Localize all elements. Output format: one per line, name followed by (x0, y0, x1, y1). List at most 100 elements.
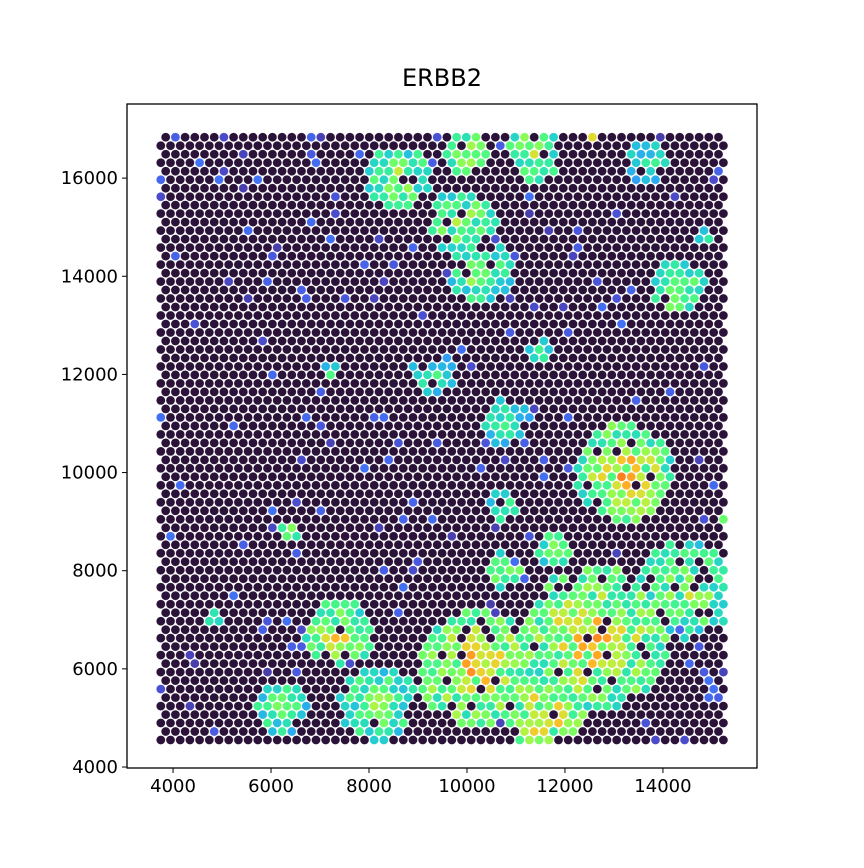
spot (422, 472, 433, 482)
spot (418, 293, 428, 304)
spot (505, 633, 515, 643)
spot (456, 650, 467, 660)
spot (592, 599, 602, 609)
spot (388, 480, 399, 490)
spot (519, 353, 530, 363)
spot (272, 276, 282, 287)
spot (427, 141, 438, 151)
spot (267, 302, 278, 312)
spot (500, 285, 510, 295)
spot (262, 395, 273, 406)
spot (636, 506, 646, 516)
spot (243, 141, 253, 151)
spot (325, 336, 336, 346)
spot (568, 132, 578, 142)
spot (350, 616, 360, 626)
spot (451, 658, 462, 669)
spot (631, 378, 641, 389)
spot (418, 446, 428, 457)
spot (592, 175, 602, 185)
spot (340, 141, 350, 151)
spot (476, 429, 486, 440)
spot (699, 633, 709, 643)
spot (306, 591, 316, 601)
spot (515, 650, 525, 660)
spot (568, 251, 578, 261)
spot (694, 387, 704, 397)
spot (699, 514, 709, 524)
spot (587, 675, 598, 686)
spot (156, 701, 166, 711)
spot (466, 276, 476, 287)
spot (471, 336, 481, 346)
spot (626, 421, 636, 431)
spot (447, 480, 457, 490)
spot (238, 132, 248, 142)
spot (199, 217, 210, 227)
spot (170, 591, 181, 601)
spot (374, 336, 384, 346)
spot (359, 650, 370, 660)
spot (607, 336, 617, 346)
spot (282, 344, 292, 355)
spot (626, 574, 636, 584)
spot (679, 276, 690, 287)
spot (500, 489, 510, 499)
spot (447, 141, 457, 151)
spot (340, 514, 350, 524)
spot (641, 718, 651, 728)
spot (548, 523, 559, 533)
spot (422, 574, 433, 584)
spot (442, 268, 452, 278)
spot (335, 421, 345, 431)
spot (379, 361, 389, 372)
spot (340, 259, 350, 270)
spot (306, 438, 316, 448)
spot (485, 395, 496, 406)
spot (704, 336, 714, 346)
spot (214, 412, 224, 423)
spot (490, 183, 501, 193)
spot (515, 735, 525, 745)
spot (422, 641, 433, 652)
y-tick-label: 14000 (61, 266, 118, 287)
spot (214, 480, 224, 490)
spot (219, 455, 229, 465)
spot (626, 489, 636, 499)
spot (161, 675, 171, 686)
spot (573, 616, 583, 626)
spot (161, 726, 171, 737)
spot (675, 200, 685, 210)
spot (544, 192, 554, 202)
spot (534, 158, 544, 168)
spot (500, 234, 510, 244)
spot (345, 319, 355, 329)
spot (451, 641, 462, 652)
spot (505, 412, 515, 423)
spot (563, 650, 573, 660)
spot (563, 175, 573, 185)
spot (447, 650, 457, 660)
spot (296, 608, 307, 618)
spot (243, 192, 253, 202)
spot (238, 268, 248, 278)
spot (650, 429, 661, 440)
spot (316, 625, 326, 635)
spot (655, 336, 665, 346)
spot (582, 175, 593, 185)
spot (228, 166, 239, 176)
spot (185, 735, 195, 745)
spot (679, 616, 690, 626)
spot (675, 455, 685, 465)
spot (325, 353, 336, 363)
spot (413, 421, 423, 431)
spot (655, 217, 665, 227)
spot (451, 132, 462, 142)
spot (180, 709, 190, 720)
spot (650, 327, 661, 338)
spot (238, 370, 248, 380)
spot (684, 472, 695, 482)
spot (515, 158, 525, 168)
spot (636, 166, 646, 176)
spot (418, 565, 428, 575)
